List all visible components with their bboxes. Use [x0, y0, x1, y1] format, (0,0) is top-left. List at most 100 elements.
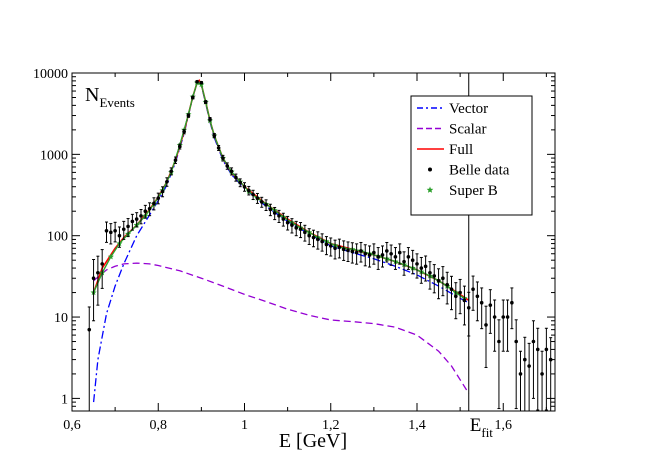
belle-point: [195, 79, 199, 84]
belle-point: [527, 364, 531, 368]
belle-point: [311, 235, 316, 240]
y-axis-label-main: N: [85, 84, 99, 106]
belle-point: [139, 214, 143, 218]
belle-point: [277, 214, 281, 218]
belle-point: [130, 219, 135, 224]
belle-point: [458, 290, 462, 295]
x-axis-title: E [GeV]: [279, 430, 347, 452]
y-axis-label-sub: Events: [99, 95, 134, 110]
belle-point: [272, 211, 277, 215]
belle-point: [87, 327, 92, 332]
belle-point: [216, 146, 221, 150]
belle-point: [540, 372, 544, 376]
belle-point: [410, 258, 415, 262]
efit-label-main: E: [470, 415, 482, 436]
belle-point: [380, 253, 385, 257]
x-tick-label: 1,6: [495, 418, 513, 433]
belle-point: [441, 276, 445, 281]
data-points-group: [87, 79, 553, 411]
belle-point: [428, 270, 432, 275]
belle-point: [316, 237, 320, 242]
belle-point: [294, 226, 299, 230]
legend-label-belle: Belle data: [449, 163, 510, 179]
belle-point: [186, 113, 191, 118]
belle-point: [182, 129, 186, 134]
belle-point: [359, 249, 363, 253]
belle-point: [165, 179, 169, 184]
y-axis-label: NEvents: [85, 84, 135, 110]
legend-label-vector: Vector: [449, 101, 488, 117]
legend-label-full: Full: [449, 142, 473, 158]
belle-point: [121, 227, 126, 232]
belle-point: [415, 262, 419, 266]
x-tick-label: 1,2: [322, 418, 340, 433]
belle-point: [169, 169, 173, 174]
belle-point: [264, 202, 268, 207]
belle-point: [462, 298, 467, 303]
belle-point: [225, 164, 230, 168]
belle-point: [113, 228, 117, 233]
belle-point: [298, 227, 303, 232]
belle-point: [354, 250, 359, 255]
belle-point: [337, 245, 342, 250]
belle-point: [367, 253, 372, 257]
y-tick-label: 10: [54, 311, 68, 326]
belle-point: [454, 294, 458, 299]
belle-point: [492, 315, 497, 319]
belle-point: [96, 270, 100, 275]
y-tick-label: 10000: [33, 67, 68, 82]
belle-point: [385, 249, 389, 253]
belle-point: [281, 217, 286, 221]
belle-point: [346, 248, 350, 253]
belle-point: [402, 259, 406, 264]
series-line-vector: [92, 79, 470, 403]
belle-point: [363, 251, 368, 256]
belle-point: [285, 220, 290, 225]
belle-point: [173, 158, 178, 162]
belle-point: [238, 180, 242, 185]
belle-point: [203, 100, 208, 104]
belle-point: [178, 144, 182, 149]
belle-point: [307, 233, 311, 238]
belle-point: [208, 117, 212, 122]
belle-point: [389, 251, 393, 256]
y-tick-label: 1000: [40, 148, 68, 163]
belle-point: [406, 255, 411, 259]
y-tick-label: 1: [61, 392, 68, 407]
legend-swatch-superb: [426, 186, 434, 193]
x-tick-label: 1,4: [408, 418, 426, 433]
belle-point: [510, 300, 514, 305]
x-tick-label: 1: [241, 418, 248, 433]
belle-point: [497, 339, 501, 344]
belle-point: [268, 207, 273, 212]
belle-point: [126, 224, 130, 229]
superb-point: [107, 253, 114, 260]
belle-point: [423, 264, 428, 269]
belle-point: [471, 287, 475, 291]
belle-point: [333, 246, 337, 251]
legend: Vector Scalar Full Belle data Super B: [410, 95, 533, 216]
belle-point: [393, 255, 398, 259]
belle-point: [531, 339, 536, 344]
belle-point: [419, 266, 424, 270]
belle-point: [212, 133, 217, 138]
belle-point: [320, 239, 324, 244]
belle-point: [324, 242, 329, 247]
belle-point: [147, 206, 152, 211]
belle-point: [255, 196, 260, 200]
belle-point: [475, 294, 480, 299]
belle-point: [242, 184, 247, 189]
belle-point: [290, 223, 294, 227]
belle-point: [134, 217, 139, 221]
belle-point: [501, 315, 506, 319]
belle-point: [109, 230, 113, 235]
belle-point: [376, 255, 380, 259]
efit-label-sub: fit: [481, 425, 493, 440]
efit-label: Efit: [470, 415, 494, 440]
belle-point: [445, 282, 449, 287]
legend-swatch-belle: [428, 167, 432, 172]
belle-point: [535, 347, 540, 352]
belle-point: [518, 372, 523, 376]
legend-label-superb: Super B: [449, 183, 498, 199]
